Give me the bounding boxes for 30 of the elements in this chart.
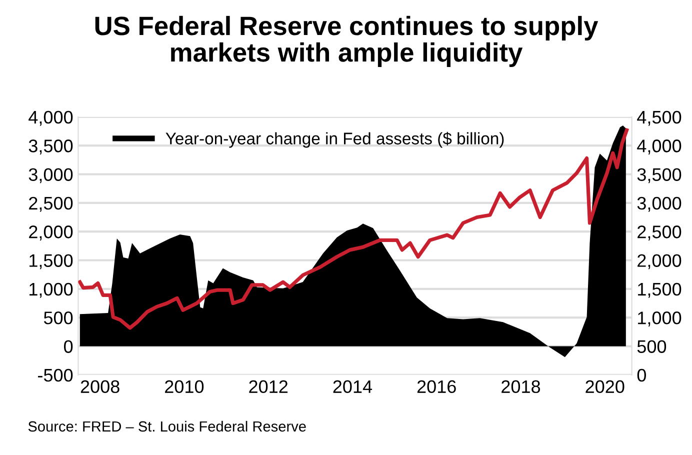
- y2-tick-label: 0: [637, 368, 646, 382]
- x-tick-label: 2018: [502, 380, 540, 394]
- y-tick-label: 1,500: [30, 254, 73, 270]
- chart-title: US Federal Reserve continues to supply markets with ample liquidity: [95, 16, 598, 68]
- x-tick-label: 2012: [249, 380, 288, 394]
- x-tick-label: 2008: [80, 380, 120, 394]
- source-note: Source: FRED – St. Louis Federal Reserve: [28, 420, 306, 432]
- y2-tick-label: 2,500: [638, 226, 682, 240]
- y-tick-label: 0: [64, 340, 73, 353]
- y-tick-label: 3,500: [28, 140, 73, 154]
- y-tick-label: 4,000: [28, 110, 73, 126]
- y-tick-label: 1,000: [30, 282, 73, 298]
- y-tick-label: -500: [38, 368, 73, 382]
- y-tick-label: 2,500: [29, 196, 73, 212]
- y-tick-label: 3,000: [28, 168, 73, 184]
- y2-tick-label: 2,000: [638, 254, 682, 270]
- y-tick-label: 2,000: [29, 226, 73, 240]
- y2-tick-label: 500: [637, 340, 666, 353]
- x-tick-label: 2020: [586, 380, 624, 394]
- y-tick-label: 500: [44, 312, 73, 324]
- y2-tick-label: 4,000: [637, 140, 682, 154]
- y2-tick-label: 3,000: [637, 196, 682, 212]
- x-tick-label: 2010: [165, 380, 204, 394]
- y2-tick-label: 4,500: [637, 110, 682, 126]
- x-tick-label: 2016: [417, 380, 456, 394]
- legend-label: Year-on-year change in Fed assests ($ billion): [166, 132, 504, 148]
- x-tick-label: 2014: [333, 380, 372, 394]
- y2-tick-label: 1,000: [638, 312, 682, 326]
- y2-tick-label: 3,500: [637, 168, 682, 184]
- y2-tick-label: 1,500: [638, 282, 682, 298]
